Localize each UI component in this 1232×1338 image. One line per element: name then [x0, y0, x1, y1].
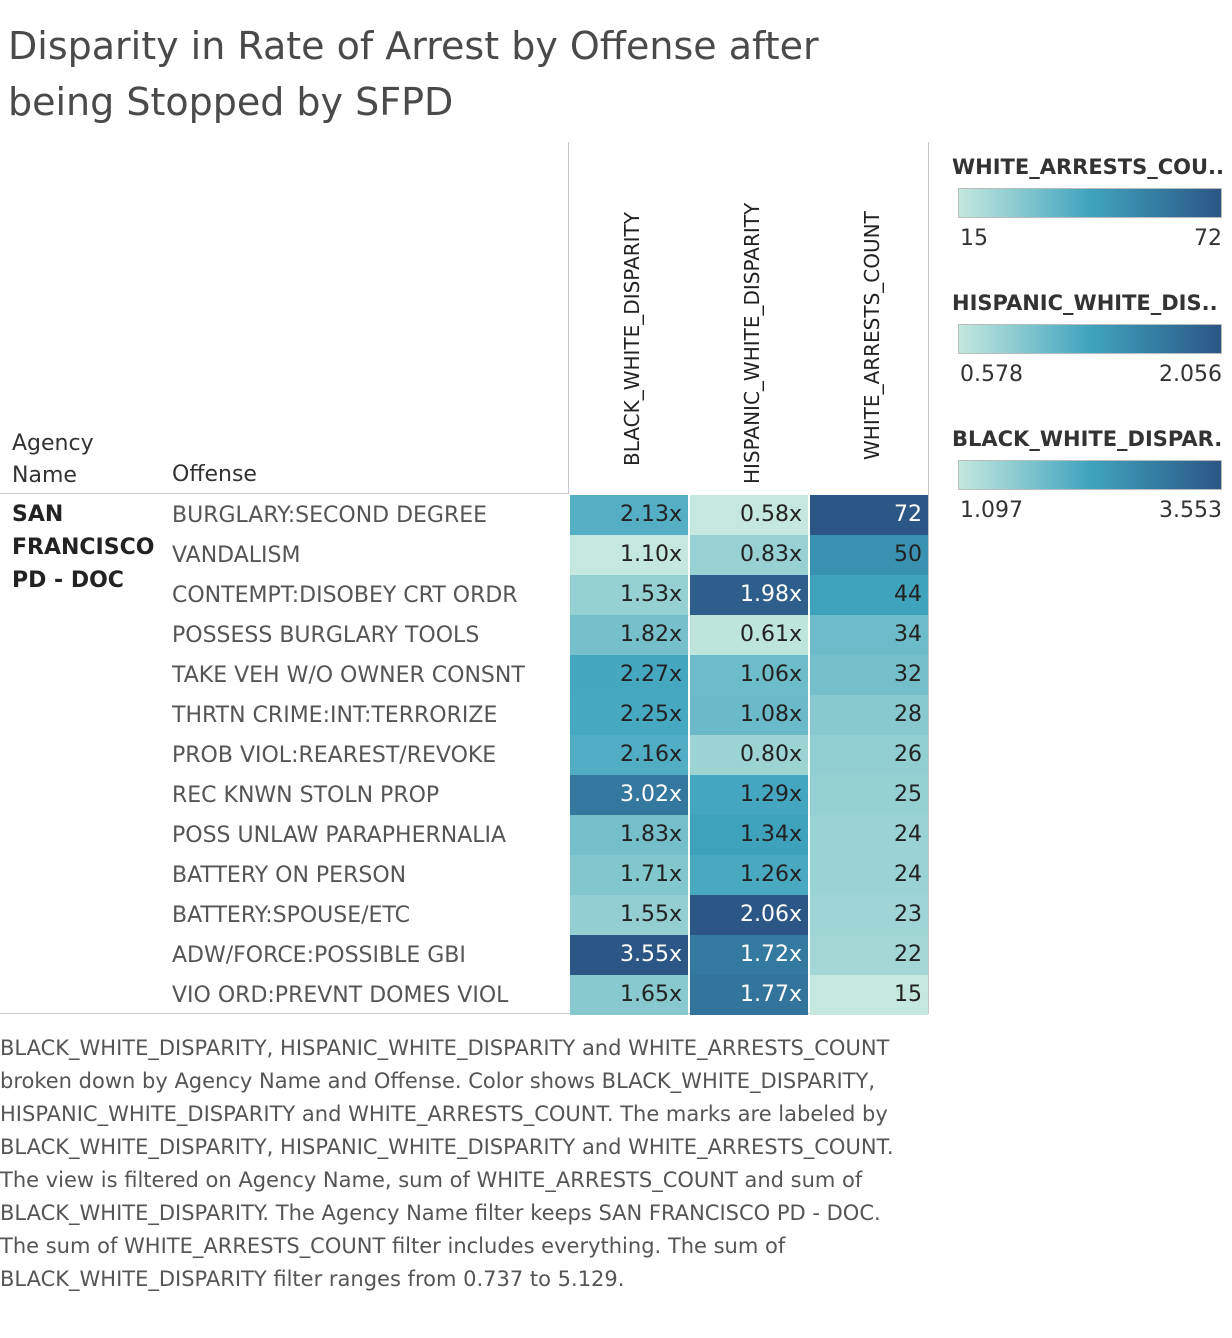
- legend-min: 0.578: [960, 362, 1023, 387]
- cell-white-arrests[interactable]: 28: [810, 695, 928, 735]
- cell-black-white[interactable]: 1.82x: [570, 615, 688, 655]
- cell-black-white[interactable]: 2.13x: [570, 495, 688, 535]
- offense-label: TAKE VEH W/O OWNER CONSNT: [172, 663, 525, 688]
- legend-title: WHITE_ARRESTS_COU..: [952, 155, 1224, 179]
- cell-hispanic-white[interactable]: 1.06x: [690, 655, 808, 695]
- cell-white-arrests[interactable]: 25: [810, 775, 928, 815]
- cell-black-white[interactable]: 2.16x: [570, 735, 688, 775]
- legend-max: 2.056: [1159, 362, 1222, 387]
- agency-value: SAN FRANCISCO PD - DOC: [12, 502, 155, 593]
- legend-color-bar: [958, 188, 1222, 218]
- cell-hispanic-white[interactable]: 1.77x: [690, 975, 808, 1015]
- legend-title: BLACK_WHITE_DISPAR..: [952, 427, 1224, 451]
- cell-black-white[interactable]: 1.71x: [570, 855, 688, 895]
- cell-white-arrests[interactable]: 72: [810, 495, 928, 535]
- legend-max: 3.553: [1159, 498, 1222, 523]
- cell-hispanic-white[interactable]: 1.26x: [690, 855, 808, 895]
- offense-label: VANDALISM: [172, 543, 301, 568]
- legend-color-bar: [958, 460, 1222, 490]
- column-header-label: BLACK_WHITE_DISPARITY: [620, 212, 644, 466]
- offense-header: Offense: [172, 462, 257, 487]
- cell-hispanic-white[interactable]: 1.29x: [690, 775, 808, 815]
- cell-black-white[interactable]: 1.53x: [570, 575, 688, 615]
- cell-white-arrests[interactable]: 50: [810, 535, 928, 575]
- offense-label: POSSESS BURGLARY TOOLS: [172, 623, 480, 648]
- cell-white-arrests[interactable]: 24: [810, 815, 928, 855]
- cell-hispanic-white[interactable]: 1.34x: [690, 815, 808, 855]
- cell-white-arrests[interactable]: 24: [810, 855, 928, 895]
- offense-label: THRTN CRIME:INT:TERRORIZE: [172, 703, 498, 728]
- offense-label: POSS UNLAW PARAPHERNALIA: [172, 823, 507, 848]
- column-header-black-white: BLACK_WHITE_DISPARITY: [570, 148, 690, 468]
- cell-white-arrests[interactable]: 26: [810, 735, 928, 775]
- cell-white-arrests[interactable]: 15: [810, 975, 928, 1015]
- cell-black-white[interactable]: 1.55x: [570, 895, 688, 935]
- legend-color-bar: [958, 324, 1222, 354]
- cell-hispanic-white[interactable]: 1.72x: [690, 935, 808, 975]
- offense-label: ADW/FORCE:POSSIBLE GBI: [172, 943, 466, 968]
- column-header-white-arrests: WHITE_ARRESTS_COUNT: [810, 148, 930, 468]
- cell-hispanic-white[interactable]: 1.08x: [690, 695, 808, 735]
- cell-black-white[interactable]: 3.02x: [570, 775, 688, 815]
- column-header-label: WHITE_ARRESTS_COUNT: [860, 211, 884, 460]
- cell-black-white[interactable]: 3.55x: [570, 935, 688, 975]
- offense-label: CONTEMPT:DISOBEY CRT ORDR: [172, 583, 518, 608]
- column-header-label: HISPANIC_WHITE_DISPARITY: [740, 202, 764, 484]
- cell-black-white[interactable]: 1.65x: [570, 975, 688, 1015]
- agency-name-header: Agency Name: [12, 431, 94, 488]
- cell-white-arrests[interactable]: 22: [810, 935, 928, 975]
- cell-white-arrests[interactable]: 32: [810, 655, 928, 695]
- chart-title: Disparity in Rate of Arrest by Offense a…: [8, 24, 819, 124]
- header-divider-right: [928, 142, 929, 1014]
- table-bottom-rule: [0, 1013, 929, 1014]
- cell-hispanic-white[interactable]: 0.61x: [690, 615, 808, 655]
- offense-label: PROB VIOL:REAREST/REVOKE: [172, 743, 497, 768]
- cell-hispanic-white[interactable]: 2.06x: [690, 895, 808, 935]
- cell-hispanic-white[interactable]: 0.83x: [690, 535, 808, 575]
- header-divider-left: [568, 142, 569, 494]
- cell-white-arrests[interactable]: 23: [810, 895, 928, 935]
- offense-label: BURGLARY:SECOND DEGREE: [172, 503, 488, 528]
- legend-max: 72: [1194, 226, 1222, 251]
- cell-hispanic-white[interactable]: 0.58x: [690, 495, 808, 535]
- cell-black-white[interactable]: 2.25x: [570, 695, 688, 735]
- cell-white-arrests[interactable]: 44: [810, 575, 928, 615]
- cell-black-white[interactable]: 2.27x: [570, 655, 688, 695]
- offense-label: REC KNWN STOLN PROP: [172, 783, 440, 808]
- offense-label: BATTERY ON PERSON: [172, 863, 407, 888]
- cell-hispanic-white[interactable]: 0.80x: [690, 735, 808, 775]
- offense-label: VIO ORD:PREVNT DOMES VIOL: [172, 983, 509, 1008]
- chart-caption: BLACK_WHITE_DISPARITY, HISPANIC_WHITE_DI…: [0, 1036, 894, 1291]
- cell-black-white[interactable]: 1.10x: [570, 535, 688, 575]
- legend-min: 15: [960, 226, 988, 251]
- cell-black-white[interactable]: 1.83x: [570, 815, 688, 855]
- legend-min: 1.097: [960, 498, 1023, 523]
- column-header-hispanic-white: HISPANIC_WHITE_DISPARITY: [690, 148, 810, 484]
- legend-title: HISPANIC_WHITE_DIS..: [952, 291, 1218, 315]
- cell-hispanic-white[interactable]: 1.98x: [690, 575, 808, 615]
- header-bottom-rule: [0, 493, 568, 494]
- offense-label: BATTERY:SPOUSE/ETC: [172, 903, 410, 928]
- cell-white-arrests[interactable]: 34: [810, 615, 928, 655]
